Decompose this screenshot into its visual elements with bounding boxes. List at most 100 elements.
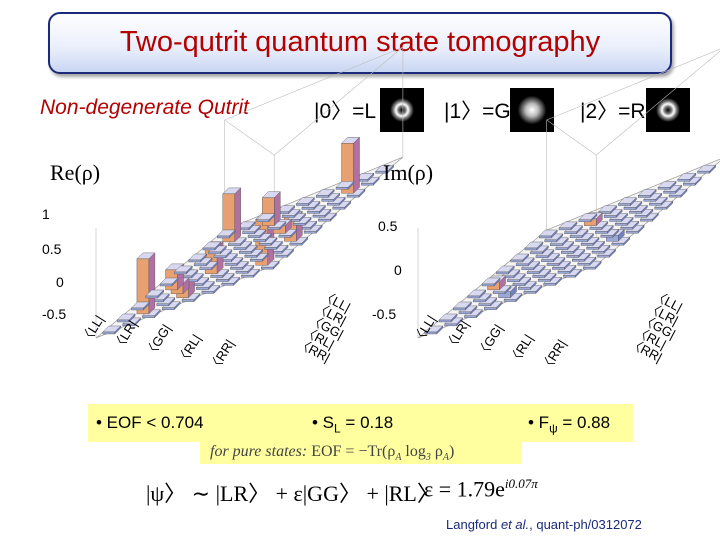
re-plot-bar-front — [217, 235, 230, 239]
epsilon-lhs: ε = 1.79e — [424, 476, 505, 502]
re-plot-bar-side — [310, 220, 317, 230]
slide-title: Two-qutrit quantum state tomography — [119, 26, 601, 58]
im-plot-bar-front — [492, 291, 506, 294]
im-plot-bar-side — [589, 256, 596, 266]
re-plot-bar-side — [339, 196, 346, 206]
im-plot-bar-front — [629, 211, 642, 214]
im-plot-bar-side — [655, 192, 662, 202]
im-plot-bar-side — [549, 272, 557, 282]
im-plot-bar-front — [503, 299, 517, 302]
im-plot-bar-side — [538, 265, 546, 275]
re-plot-bar-side — [247, 264, 255, 274]
re-plot-bar-front — [181, 299, 195, 302]
rho-a2-subscript: A — [442, 452, 449, 464]
re-plot-bar-side — [205, 257, 213, 267]
re-plot-bar-front — [303, 230, 317, 234]
re-plot-bar-side — [114, 325, 122, 335]
im-plot-bar-side — [587, 233, 594, 243]
im-plot-bar-side — [476, 309, 483, 319]
re-plot-bar-side — [313, 200, 321, 210]
im-plot-bar-side — [567, 241, 574, 251]
re-front-basis-label: 〈GG| — [142, 322, 174, 361]
im-plot-bar-side — [680, 188, 688, 198]
im-plot-bar-front — [518, 287, 531, 290]
close-paren: ) — [448, 443, 455, 460]
re-plot-bar-side — [344, 200, 351, 210]
fpsi-value: = 0.88 — [557, 413, 611, 432]
im-plot-bar-front — [550, 243, 563, 246]
im-plot-bar-side — [551, 229, 558, 239]
im-plot-bar-side — [564, 260, 571, 270]
re-plot-bar-side — [134, 317, 141, 327]
im-plot-bar-side — [555, 276, 562, 286]
im-plot-bar-side — [635, 200, 643, 210]
re-plot-bar-front — [278, 235, 292, 238]
re-plot-bar-side — [387, 164, 394, 174]
im-plot-bar-side — [553, 253, 560, 263]
im-plot-bar-side — [479, 289, 486, 299]
im-plot-bar-side — [556, 233, 563, 243]
im-plot-bar-front — [458, 311, 472, 315]
re-plot-bar-side — [253, 268, 260, 278]
subtitle: Non-degenerate Qutrit — [40, 96, 249, 119]
re-plot-bar-side — [240, 237, 247, 247]
re-plot-bar-front — [264, 247, 277, 250]
im-plot-bar-side — [576, 225, 583, 235]
fpsi-symbol: • F — [528, 413, 550, 432]
re-plot-bar-side — [268, 213, 276, 223]
re-plot-bar-side — [308, 197, 315, 207]
re-plot-bar-front — [142, 315, 155, 318]
im-plot-bar-side — [536, 241, 544, 251]
fpsi-subscript: ψ — [549, 421, 558, 436]
im-plot-bar-front — [510, 259, 523, 263]
re-plot-bar-side — [299, 212, 306, 222]
im-plot-bar-front — [532, 275, 545, 278]
re-plot-bar-side — [213, 284, 221, 294]
im-plot-bar-front — [577, 263, 590, 266]
re-plot-bar-side — [229, 229, 236, 239]
im-plot-bar-side — [485, 293, 492, 303]
im-plot-bar-side — [590, 213, 598, 223]
im-plot-bar-front — [589, 227, 603, 230]
re-plot-bar-side — [270, 236, 278, 246]
mode-1-image — [510, 88, 554, 132]
re-plot-bar-front — [193, 263, 207, 267]
im-plot-bar-front — [614, 223, 628, 226]
im-plot-bar-front — [552, 267, 565, 270]
im-plot-bar-side — [496, 301, 503, 311]
im-plot-bar-side — [504, 285, 512, 295]
re-plot-bar-front — [292, 223, 306, 226]
re-plot-bar-side — [285, 218, 292, 234]
im-plot-bar-front — [473, 299, 486, 303]
mode-0-donut-icon — [386, 94, 418, 126]
re-plot-bar-side — [157, 289, 164, 299]
citation-etal: et al. — [500, 517, 530, 532]
re-plot-bar-side — [225, 249, 233, 259]
re-plot-bar-front — [235, 271, 249, 274]
mode-0-image — [380, 88, 424, 132]
re-plot-bar-side — [256, 248, 263, 258]
citation-ref: , quant-ph/0312072 — [529, 517, 642, 532]
re-plot-bar-side — [200, 253, 207, 263]
im-plot-bar-front — [535, 255, 549, 258]
im-plot-bar-side — [603, 244, 611, 254]
im-plot-bar-side — [490, 297, 497, 307]
re-plot-bar-side — [233, 276, 240, 286]
re-plot-bar-front — [253, 239, 266, 242]
re-plot-bar-side — [287, 248, 294, 258]
re-plot-bar-front — [162, 307, 175, 310]
im-tick: 0.5 — [378, 218, 398, 234]
sl-symbol: • S — [312, 413, 335, 432]
re-plot-bar-side — [288, 205, 295, 215]
mode-0-ket: |0〉=L — [314, 100, 377, 123]
im-plot-bar-front — [583, 266, 596, 270]
re-plot-bar-side — [202, 277, 210, 287]
im-plot-bar-side — [436, 325, 444, 335]
re-plot-bar-side — [315, 224, 323, 234]
re-plot-bar-side — [373, 176, 380, 186]
im-plot-bar-side — [535, 284, 543, 294]
re-plot-bar-front — [332, 206, 345, 210]
im-plot-bar-front — [521, 267, 534, 270]
im-plot-bar-front — [515, 263, 529, 267]
